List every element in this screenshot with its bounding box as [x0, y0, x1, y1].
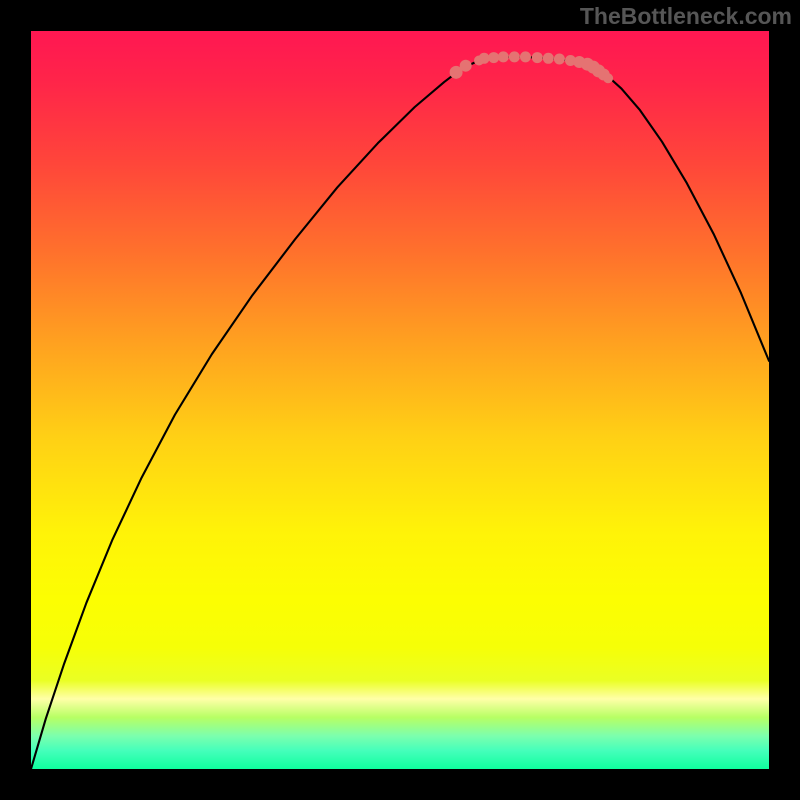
curve-marker	[520, 51, 531, 62]
curve-marker	[603, 73, 613, 83]
curve-marker	[498, 51, 509, 62]
curve-marker	[532, 52, 543, 63]
curve-marker	[488, 52, 499, 63]
chart-background	[31, 31, 769, 769]
chart-svg	[0, 0, 800, 800]
curve-marker	[554, 54, 565, 65]
curve-marker	[460, 60, 472, 72]
curve-marker	[509, 51, 520, 62]
curve-marker	[479, 53, 490, 64]
curve-marker	[543, 53, 554, 64]
